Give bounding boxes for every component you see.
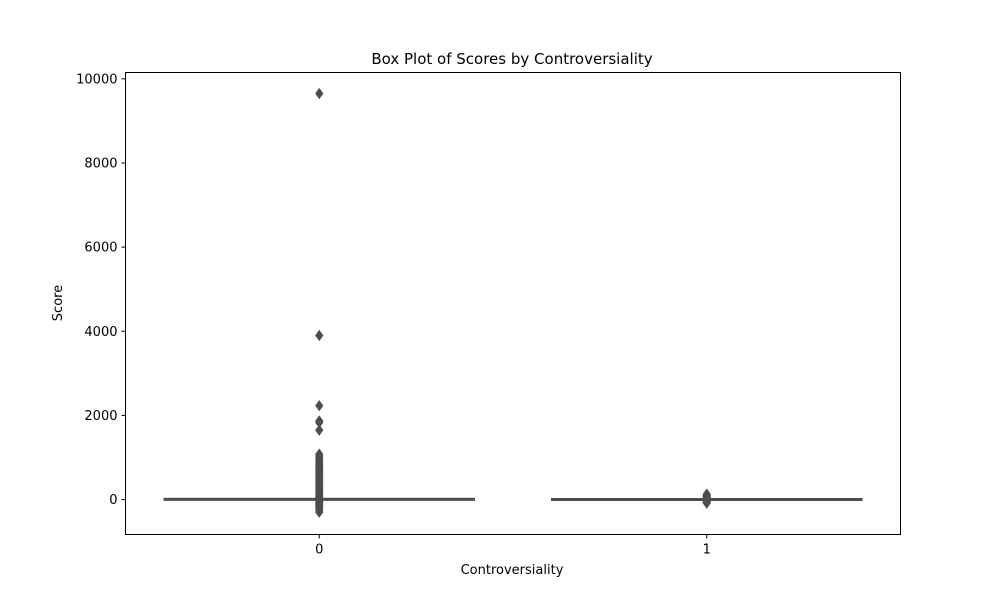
x-axis-label: Controversiality (461, 563, 564, 578)
outlier-point (315, 87, 324, 100)
outlier-point (315, 506, 324, 518)
y-axis-label: Score (51, 285, 66, 321)
box-group-1 (551, 488, 863, 509)
box-group-0 (163, 87, 475, 518)
x-tick-label: 0 (315, 543, 323, 558)
y-tick-label: 0 (109, 493, 117, 508)
outlier-point (315, 400, 324, 412)
y-tick-label: 4000 (84, 325, 117, 340)
outlier-point (315, 329, 324, 342)
box-series (163, 87, 863, 518)
plot-area-frame (125, 72, 901, 535)
x-tick-label: 1 (703, 543, 711, 558)
y-tick-label: 6000 (84, 241, 117, 256)
y-tick-label: 2000 (84, 409, 117, 424)
outlier-point (702, 497, 711, 509)
chart-title: Box Plot of Scores by Controversiality (371, 50, 652, 68)
y-tick-label: 10000 (76, 72, 117, 87)
y-axis: 0 2000 4000 6000 8000 10000 (76, 72, 126, 508)
outlier-point (315, 424, 324, 436)
y-tick-label: 8000 (84, 156, 117, 171)
